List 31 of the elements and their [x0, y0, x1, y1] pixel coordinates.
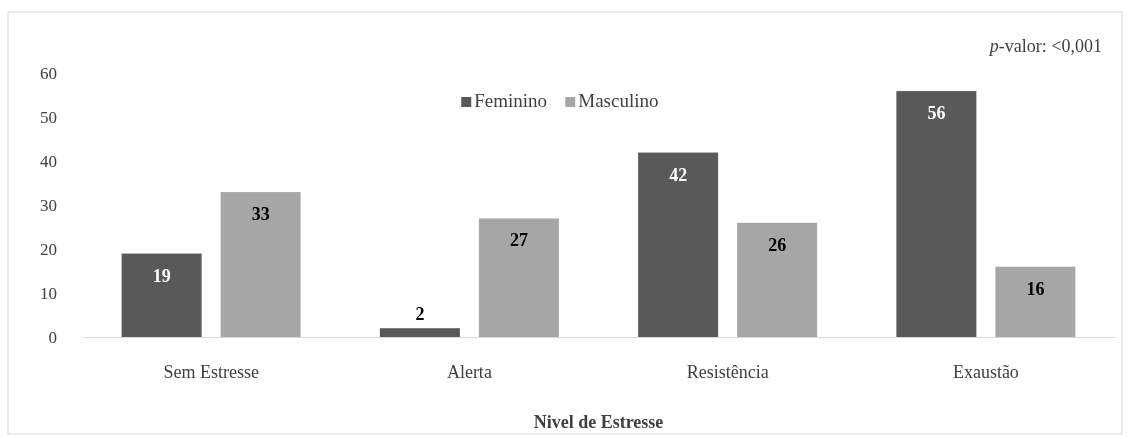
bar [121, 253, 202, 337]
x-tick-label: Sem Estresse [163, 361, 259, 382]
legend-label: Masculino [578, 90, 659, 111]
data-label: 19 [152, 265, 171, 286]
data-label: 42 [669, 164, 688, 185]
data-label: 33 [251, 204, 270, 225]
x-axis-title: Nivel de Estresse [533, 412, 664, 432]
y-tick-label: 50 [40, 108, 57, 128]
y-tick-label: 30 [40, 196, 57, 216]
x-tick-label: Exaustão [952, 361, 1019, 382]
x-tick-label: Alerta [446, 361, 492, 382]
y-tick-label: 20 [40, 240, 57, 260]
data-label: 56 [927, 103, 946, 124]
data-label: 27 [509, 230, 528, 251]
y-tick-label: 0 [48, 327, 57, 347]
x-tick-label: Resistência [686, 361, 769, 382]
bar [379, 328, 460, 337]
y-tick-label: 10 [40, 284, 57, 304]
bar [737, 222, 818, 337]
bar [478, 218, 559, 337]
data-label: 26 [768, 234, 787, 255]
bar [220, 192, 301, 337]
y-tick-label: 40 [40, 152, 57, 172]
y-tick-label: 60 [40, 64, 57, 84]
bar [638, 152, 719, 337]
data-label: 16 [1026, 278, 1045, 299]
text: p-valor: <0,001 [987, 36, 1102, 56]
bar [896, 91, 977, 337]
bar [995, 266, 1076, 337]
data-label: 2 [415, 304, 425, 325]
legend-label: Feminino [474, 90, 548, 111]
